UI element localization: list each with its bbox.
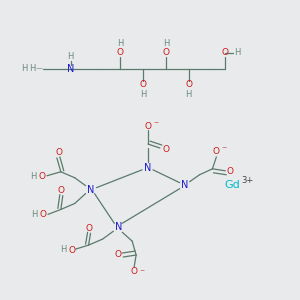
Text: H: H: [68, 52, 74, 62]
Text: H: H: [30, 172, 36, 181]
Text: O: O: [85, 224, 92, 233]
Text: N: N: [115, 222, 122, 232]
Text: O: O: [222, 48, 229, 57]
Text: O: O: [213, 148, 220, 157]
Text: H: H: [29, 64, 35, 73]
Text: O: O: [57, 186, 64, 195]
Text: H: H: [60, 244, 66, 253]
Text: ⁻: ⁻: [140, 268, 145, 278]
Text: O: O: [56, 148, 62, 158]
Text: Gd: Gd: [224, 180, 240, 190]
Text: O: O: [130, 267, 138, 276]
Text: H: H: [31, 210, 37, 219]
Text: O: O: [162, 48, 169, 57]
Text: ⁻: ⁻: [222, 145, 227, 155]
Text: —: —: [35, 65, 43, 71]
Text: N: N: [87, 184, 94, 195]
Text: O: O: [38, 172, 46, 181]
Text: O: O: [227, 167, 234, 176]
Text: ⁻: ⁻: [153, 120, 158, 130]
Text: H: H: [21, 64, 27, 73]
Text: H: H: [163, 38, 169, 47]
Text: O: O: [68, 246, 75, 255]
Text: N: N: [181, 180, 188, 190]
Text: O: O: [140, 80, 147, 89]
Text: H: H: [140, 90, 146, 99]
Text: N: N: [67, 64, 74, 74]
Text: O: O: [40, 210, 46, 219]
Text: N: N: [144, 163, 152, 173]
Text: H: H: [117, 38, 124, 47]
Text: O: O: [162, 145, 169, 154]
Text: O: O: [185, 80, 192, 89]
Text: O: O: [117, 48, 124, 57]
Text: 3+: 3+: [241, 176, 254, 185]
Text: H: H: [234, 48, 240, 57]
Text: O: O: [145, 122, 152, 131]
Text: H: H: [185, 90, 192, 99]
Text: O: O: [115, 250, 122, 259]
